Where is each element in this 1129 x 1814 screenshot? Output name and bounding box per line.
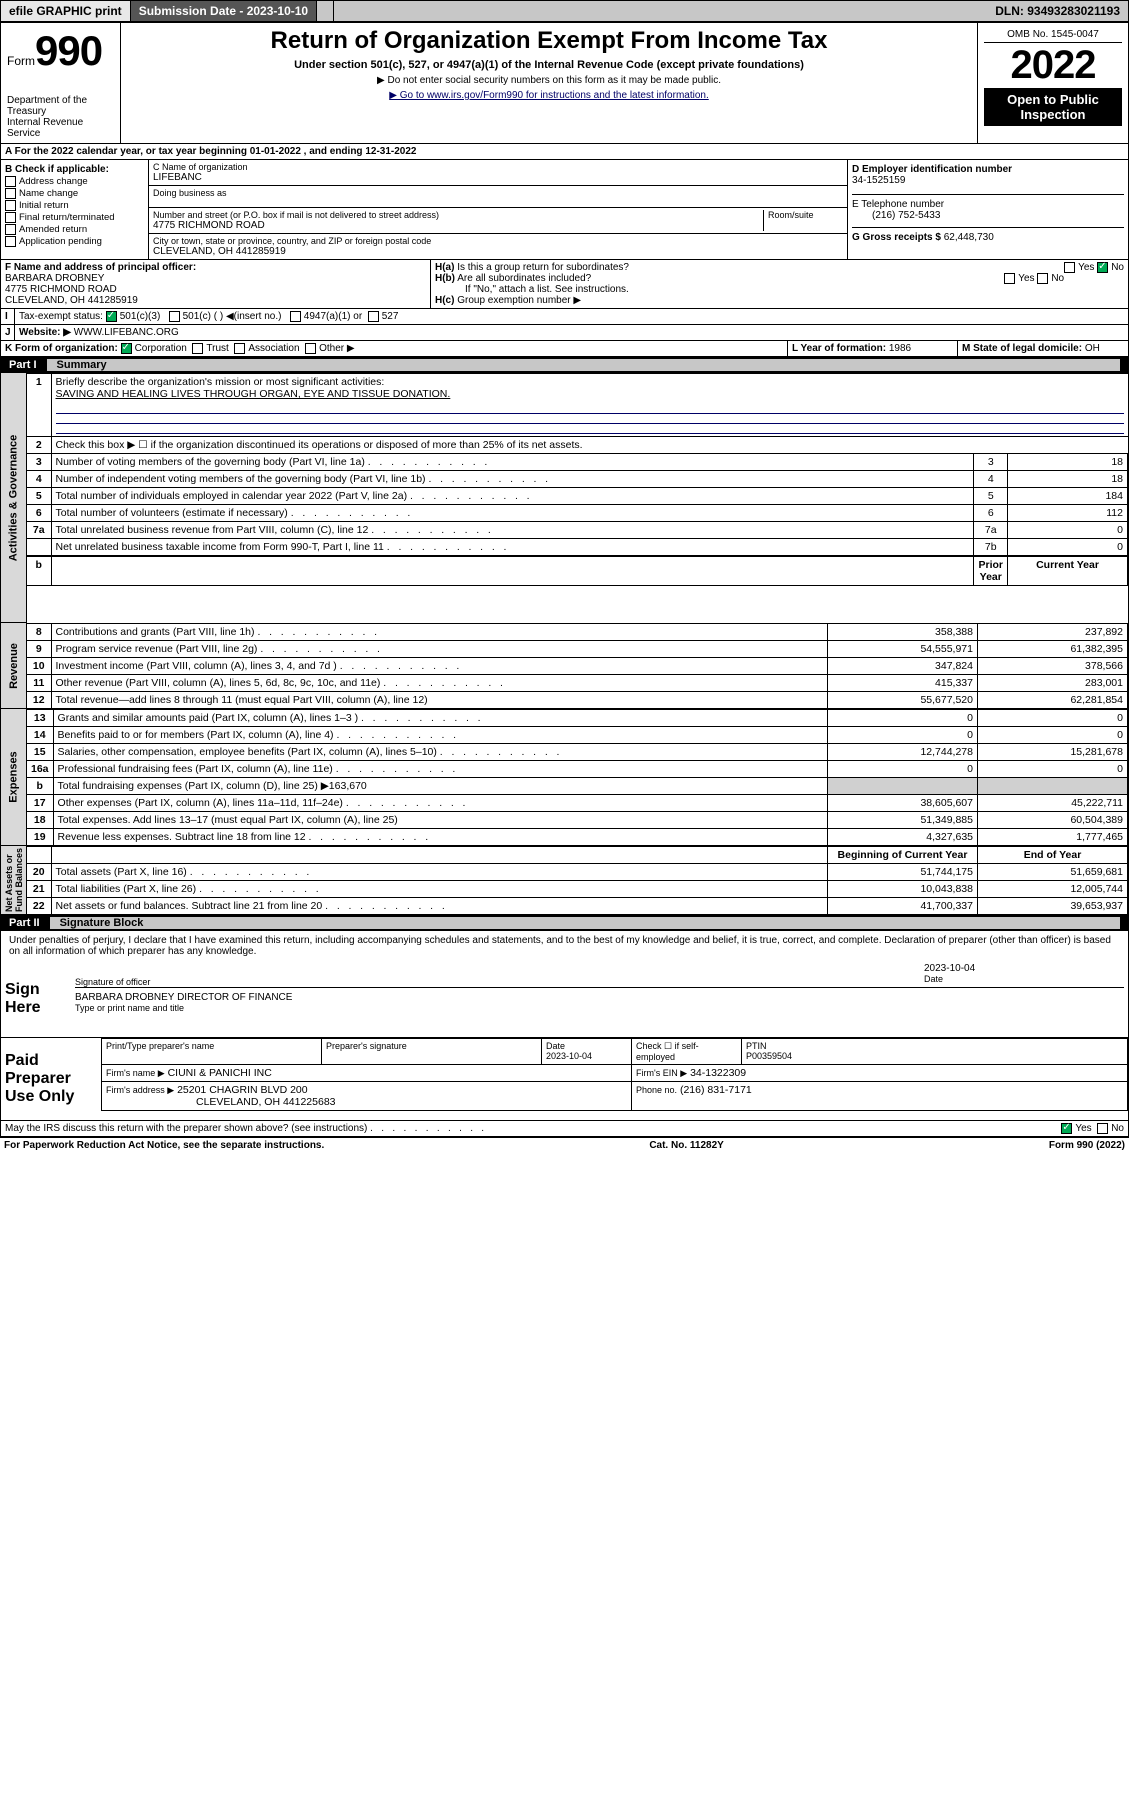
open-public: Open to Public Inspection xyxy=(984,88,1122,126)
block-h: H(a) Is this a group return for subordin… xyxy=(431,260,1128,308)
table-row: bTotal fundraising expenses (Part IX, co… xyxy=(27,778,1128,795)
org-name: LIFEBANC xyxy=(153,172,843,183)
block-deg: D Employer identification number34-15251… xyxy=(848,160,1128,259)
gross-receipts: 62,448,730 xyxy=(944,232,994,243)
firm-ein: 34-1322309 xyxy=(690,1067,746,1079)
year-formation: L Year of formation: 1986 xyxy=(788,341,958,356)
page-footer: For Paperwork Reduction Act Notice, see … xyxy=(0,1138,1129,1153)
vtab-activities-governance: Activities & Governance xyxy=(1,373,27,623)
table-row: 9Program service revenue (Part VIII, lin… xyxy=(27,641,1128,658)
table-row: 5Total number of individuals employed in… xyxy=(27,488,1128,505)
top-toolbar: efile GRAPHIC print Submission Date - 20… xyxy=(0,0,1129,22)
table-row: Net unrelated business taxable income fr… xyxy=(27,539,1128,557)
org-city: CLEVELAND, OH 441285919 xyxy=(153,246,843,257)
officer-name-title: BARBARA DROBNEY DIRECTOR OF FINANCE xyxy=(75,992,1124,1003)
omb-year-cell: OMB No. 1545-0047 2022 Open to Public In… xyxy=(978,23,1128,143)
table-row: 7aTotal unrelated business revenue from … xyxy=(27,522,1128,539)
firm-phone: (216) 831-7171 xyxy=(680,1084,752,1096)
form-subtitle: Under section 501(c), 527, or 4947(a)(1)… xyxy=(127,59,971,71)
ptin: P00359504 xyxy=(746,1051,792,1061)
chk-address-change[interactable]: Address change xyxy=(5,176,144,187)
tax-exempt-status: Tax-exempt status: 501(c)(3) 501(c) ( ) … xyxy=(15,309,1128,324)
block-c: C Name of organizationLIFEBANC Doing bus… xyxy=(149,160,848,259)
table-row: 20Total assets (Part X, line 16)51,744,1… xyxy=(27,864,1128,881)
table-row: 18Total expenses. Add lines 13–17 (must … xyxy=(27,812,1128,829)
tax-year: 2022 xyxy=(984,43,1122,88)
vtab-revenue: Revenue xyxy=(1,623,27,709)
website-row: Website: ▶ WWW.LIFEBANC.ORG xyxy=(15,325,1128,340)
ein: 34-1525159 xyxy=(852,175,905,186)
vtab-net-assets: Net Assets orFund Balances xyxy=(1,846,27,915)
firm-address: 25201 CHAGRIN BLVD 200 xyxy=(177,1084,308,1096)
table-row: 11Other revenue (Part VIII, column (A), … xyxy=(27,675,1128,692)
form-title-area: Return of Organization Exempt From Incom… xyxy=(121,23,978,143)
chk-final-return[interactable]: Final return/terminated xyxy=(5,212,144,223)
mission-text: SAVING AND HEALING LIVES THROUGH ORGAN, … xyxy=(56,388,451,400)
table-row: 10Investment income (Part VIII, column (… xyxy=(27,658,1128,675)
ssn-warning: ▶ Do not enter social security numbers o… xyxy=(127,75,971,86)
table-row: 13Grants and similar amounts paid (Part … xyxy=(27,710,1128,727)
table-row: 4Number of independent voting members of… xyxy=(27,471,1128,488)
table-row: 17Other expenses (Part IX, column (A), l… xyxy=(27,795,1128,812)
table-row: 15Salaries, other compensation, employee… xyxy=(27,744,1128,761)
form-990-cell: Form990 Department of the Treasury Inter… xyxy=(1,23,121,143)
summary-governance-table: 1 Briefly describe the organization's mi… xyxy=(27,373,1128,586)
discuss-with-preparer: May the IRS discuss this return with the… xyxy=(1,1121,1128,1136)
paid-preparer-table: Print/Type preparer's name Preparer's si… xyxy=(101,1038,1128,1111)
dln-label: DLN: 93493283021193 xyxy=(987,1,1128,21)
chk-name-change[interactable]: Name change xyxy=(5,188,144,199)
form-title: Return of Organization Exempt From Incom… xyxy=(127,27,971,55)
chk-application-pending[interactable]: Application pending xyxy=(5,236,144,247)
part1-header: Part I Summary xyxy=(1,357,1128,373)
table-row: 16aProfessional fundraising fees (Part I… xyxy=(27,761,1128,778)
signature-declaration: Under penalties of perjury, I declare th… xyxy=(1,931,1128,961)
firm-name: CIUNI & PANICHI INC xyxy=(168,1067,272,1079)
table-row: 12Total revenue—add lines 8 through 11 (… xyxy=(27,692,1128,709)
omb-number: OMB No. 1545-0047 xyxy=(984,27,1122,43)
efile-button[interactable]: efile GRAPHIC print xyxy=(1,1,131,21)
paid-preparer-label: Paid Preparer Use Only xyxy=(1,1038,101,1120)
summary-netassets-table: Beginning of Current YearEnd of Year 20T… xyxy=(27,846,1128,915)
sign-here-label: Sign Here xyxy=(1,961,71,1037)
summary-expenses-table: 13Grants and similar amounts paid (Part … xyxy=(27,709,1128,846)
form-of-org: K Form of organization: Corporation Trus… xyxy=(1,341,788,356)
state-domicile: M State of legal domicile: OH xyxy=(958,341,1128,356)
dept-treasury: Department of the Treasury Internal Reve… xyxy=(7,95,114,139)
table-row: 8Contributions and grants (Part VIII, li… xyxy=(27,624,1128,641)
org-address: 4775 RICHMOND ROAD xyxy=(153,220,763,231)
website: WWW.LIFEBANC.ORG xyxy=(74,327,179,338)
vtab-expenses: Expenses xyxy=(1,709,27,846)
chk-initial-return[interactable]: Initial return xyxy=(5,200,144,211)
table-row: 21Total liabilities (Part X, line 26)10,… xyxy=(27,881,1128,898)
summary-revenue-table: 8Contributions and grants (Part VIII, li… xyxy=(27,623,1128,709)
table-row: 22Net assets or fund balances. Subtract … xyxy=(27,898,1128,915)
table-row: 19Revenue less expenses. Subtract line 1… xyxy=(27,829,1128,846)
block-b: B Check if applicable: Address change Na… xyxy=(1,160,149,259)
line-a: A For the 2022 calendar year, or tax yea… xyxy=(1,144,1128,159)
submission-date: Submission Date - 2023-10-10 xyxy=(131,1,317,21)
table-row: 6Total number of volunteers (estimate if… xyxy=(27,505,1128,522)
goto-link[interactable]: ▶ Go to www.irs.gov/Form990 for instruct… xyxy=(389,90,709,101)
block-f: F Name and address of principal officer:… xyxy=(1,260,431,308)
table-row: 14Benefits paid to or for members (Part … xyxy=(27,727,1128,744)
chk-amended-return[interactable]: Amended return xyxy=(5,224,144,235)
table-row: 3Number of voting members of the governi… xyxy=(27,454,1128,471)
telephone: (216) 752-5433 xyxy=(852,210,940,221)
officer-name: BARBARA DROBNEY xyxy=(5,273,104,284)
part2-header: Part II Signature Block xyxy=(1,915,1128,931)
